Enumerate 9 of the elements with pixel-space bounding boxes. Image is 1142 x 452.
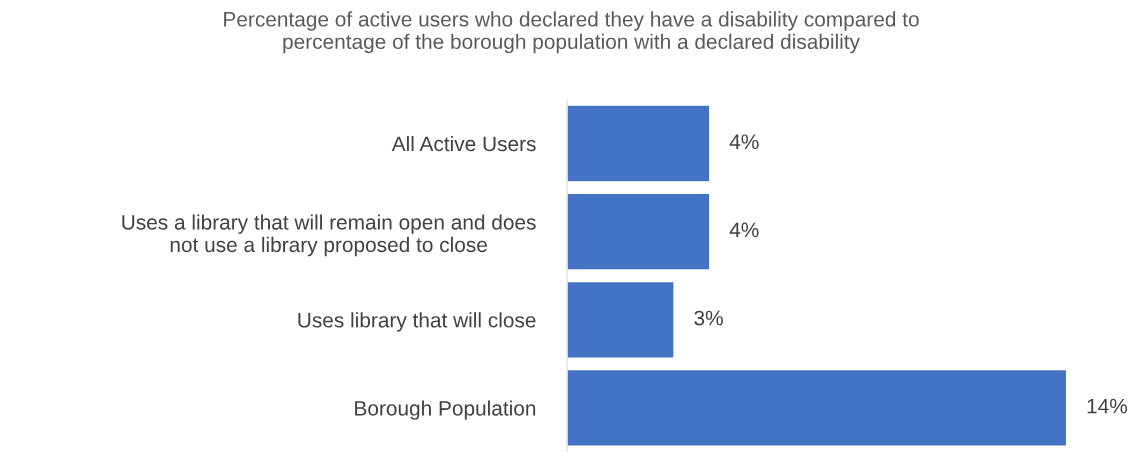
y-tick-label: Borough Population [355, 400, 536, 420]
chart-title: Percentage of active users who declared they have a disability compared to percentage of the borough population with a declared disability [224, 11, 919, 54]
y-tick-label: Uses a library that will remain open and does not use a library proposed to close [122, 214, 536, 257]
y-tick-label: Uses library that will close [298, 312, 536, 332]
y-tick-label: All Active Users [391, 135, 536, 152]
data-label: 4% [729, 134, 759, 150]
data-label: 4% [729, 222, 759, 238]
data-label: 14% [1087, 398, 1128, 414]
data-label: 3% [694, 310, 723, 326]
